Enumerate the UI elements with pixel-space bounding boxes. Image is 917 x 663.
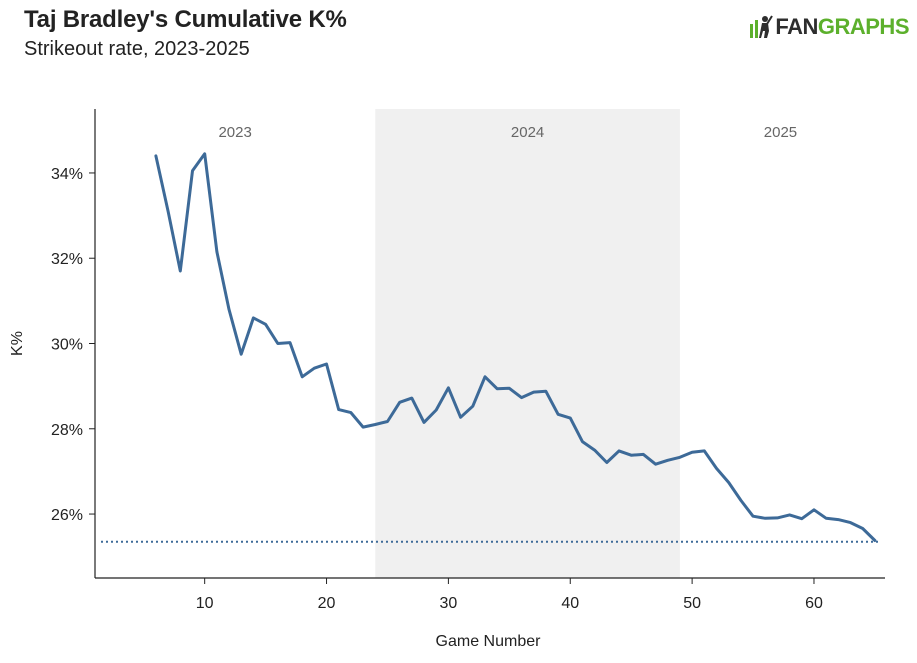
x-tick-label: 50: [683, 595, 701, 612]
x-tick-label: 60: [805, 595, 823, 612]
season-bands: [375, 109, 680, 578]
x-tick-label: 20: [318, 595, 336, 612]
x-tick-label: 30: [439, 595, 457, 612]
logo-text-fan: FAN: [775, 14, 818, 39]
season-label-2023: 2023: [218, 124, 251, 141]
x-axis-ticks: 10 20 30 40 50 60: [196, 578, 823, 612]
y-tick-label: 34%: [51, 166, 83, 183]
y-tick-label: 26%: [51, 507, 83, 524]
fangraphs-logo: FAN GRAPHS: [747, 14, 910, 40]
season-labels: 2023 2024 2025: [218, 124, 797, 141]
y-tick-label: 30%: [51, 337, 83, 354]
logo-text-graphs: GRAPHS: [817, 14, 910, 39]
season-band-2024: [375, 109, 680, 578]
chart-subtitle: Strikeout rate, 2023-2025: [24, 38, 250, 60]
series-line-k-pct: [154, 152, 877, 542]
y-axis-ticks: 26% 28% 30% 32% 34%: [51, 166, 95, 524]
season-label-2025: 2025: [764, 124, 797, 141]
y-tick-label: 32%: [51, 251, 83, 268]
x-tick-label: 40: [561, 595, 579, 612]
x-axis-label: Game Number: [436, 633, 542, 650]
y-axis-label: K%: [9, 331, 26, 356]
season-label-2024: 2024: [511, 124, 544, 141]
chart-title: Taj Bradley's Cumulative K%: [24, 6, 347, 33]
batter-icon: [750, 15, 774, 38]
x-tick-label: 10: [196, 595, 214, 612]
y-tick-label: 28%: [51, 422, 83, 439]
